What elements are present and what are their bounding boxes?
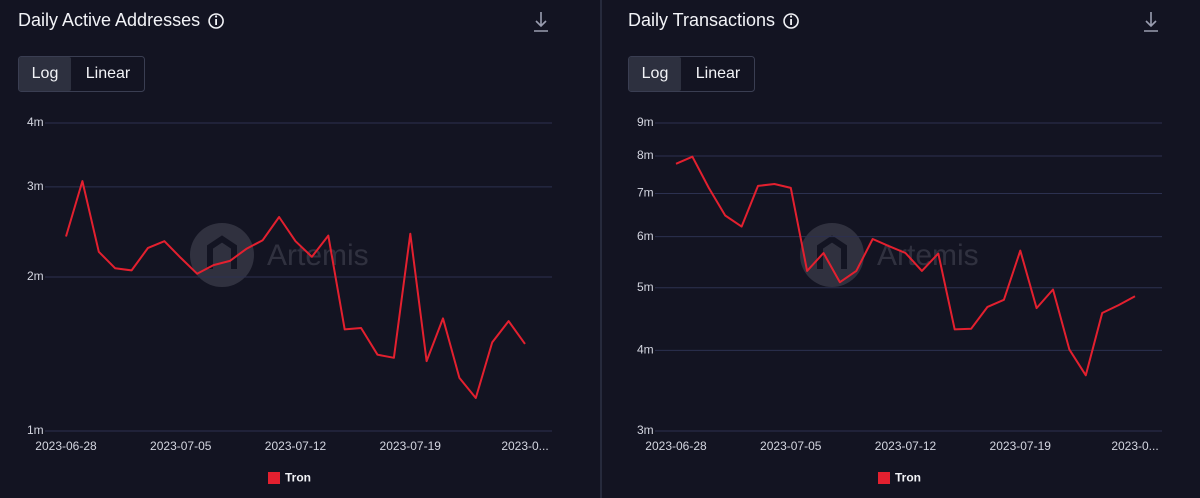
scale-option-active[interactable] (19, 57, 71, 91)
download-arrow (1144, 12, 1158, 32)
y-tick-label: 1m (27, 423, 44, 437)
x-tick-label: 2023-0... (1111, 439, 1158, 453)
chart-title: Daily Transactions (628, 10, 775, 30)
y-tick-label: 4m (637, 343, 654, 357)
watermark: Artemis (800, 223, 979, 287)
download-icon[interactable] (1144, 12, 1158, 32)
y-tick-label: 4m (27, 115, 44, 129)
info-circle (208, 13, 224, 29)
info-dot (789, 15, 793, 18)
legend-label[interactable]: Tron (895, 471, 921, 485)
y-tick-label: 3m (27, 179, 44, 193)
x-tick-label: 2023-07-12 (265, 439, 327, 453)
y-tick-label: 3m (637, 423, 654, 437)
x-tick-label: 2023-06-28 (645, 439, 707, 453)
scale-toggle-frame (18, 56, 145, 92)
info-icon[interactable] (783, 13, 799, 29)
x-tick-label: 2023-07-05 (150, 439, 212, 453)
legend-label[interactable]: Tron (285, 471, 311, 485)
scale-option[interactable]: Log (642, 65, 669, 82)
chart-title: Daily Active Addresses (18, 10, 200, 30)
watermark-glyph (817, 235, 847, 269)
y-tick-label: 5m (637, 280, 654, 294)
scale-toggle-frame (628, 56, 755, 92)
download-arrow (534, 12, 548, 32)
y-tick-label: 9m (637, 115, 654, 129)
legend-swatch[interactable] (268, 472, 280, 484)
series-line (65, 180, 526, 399)
y-tick-label: 6m (637, 229, 654, 243)
x-tick-label: 2023-07-19 (380, 439, 442, 453)
x-tick-label: 2023-0... (501, 439, 548, 453)
x-tick-label: 2023-07-19 (990, 439, 1052, 453)
scale-option-active[interactable] (629, 57, 681, 91)
watermark: Artemis (190, 223, 369, 287)
scale-option[interactable]: Linear (86, 65, 131, 82)
x-tick-label: 2023-07-05 (760, 439, 822, 453)
y-tick-label: 8m (637, 148, 654, 162)
watermark-logo (800, 223, 864, 287)
legend-swatch[interactable] (878, 472, 890, 484)
watermark-text: Artemis (877, 239, 979, 272)
y-tick-label: 7m (637, 186, 654, 200)
series-line (675, 155, 1136, 377)
watermark-text: Artemis (267, 239, 369, 272)
scale-option[interactable]: Log (32, 65, 59, 82)
scale-option[interactable]: Linear (696, 65, 741, 82)
info-circle (783, 13, 799, 29)
y-tick-label: 2m (27, 269, 44, 283)
watermark-logo (190, 223, 254, 287)
info-icon[interactable] (208, 13, 224, 29)
info-dot (214, 15, 218, 18)
watermark-glyph (207, 235, 237, 269)
x-tick-label: 2023-06-28 (35, 439, 97, 453)
download-icon[interactable] (534, 12, 548, 32)
x-tick-label: 2023-07-12 (875, 439, 937, 453)
